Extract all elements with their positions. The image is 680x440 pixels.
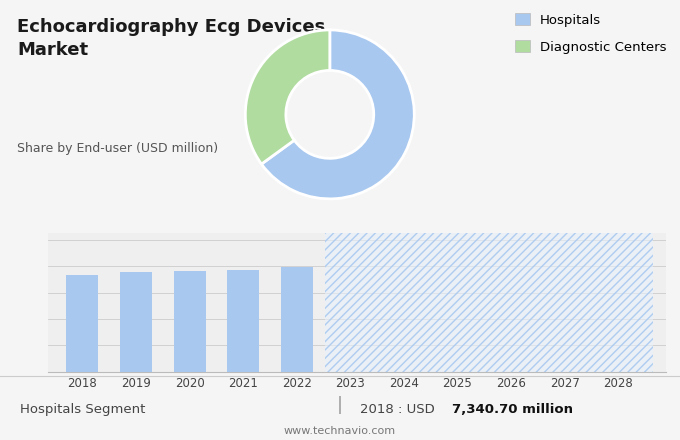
Text: Echocardiography Ecg Devices
Market: Echocardiography Ecg Devices Market <box>17 18 325 59</box>
Text: |: | <box>337 396 343 414</box>
Bar <box>324 233 653 372</box>
Bar <box>281 267 313 372</box>
Legend: Hospitals, Diagnostic Centers: Hospitals, Diagnostic Centers <box>515 14 666 54</box>
Bar <box>120 272 152 372</box>
Bar <box>227 269 259 372</box>
Text: 2018 : USD: 2018 : USD <box>360 403 439 416</box>
Text: Share by End-user (USD million): Share by End-user (USD million) <box>17 142 218 155</box>
Text: Hospitals Segment: Hospitals Segment <box>20 403 146 416</box>
Bar <box>324 233 653 372</box>
Bar <box>67 275 99 372</box>
Text: www.technavio.com: www.technavio.com <box>284 426 396 436</box>
Text: 7,340.70 million: 7,340.70 million <box>452 403 573 416</box>
Bar <box>173 271 205 372</box>
Wedge shape <box>245 30 330 164</box>
Wedge shape <box>261 30 414 199</box>
